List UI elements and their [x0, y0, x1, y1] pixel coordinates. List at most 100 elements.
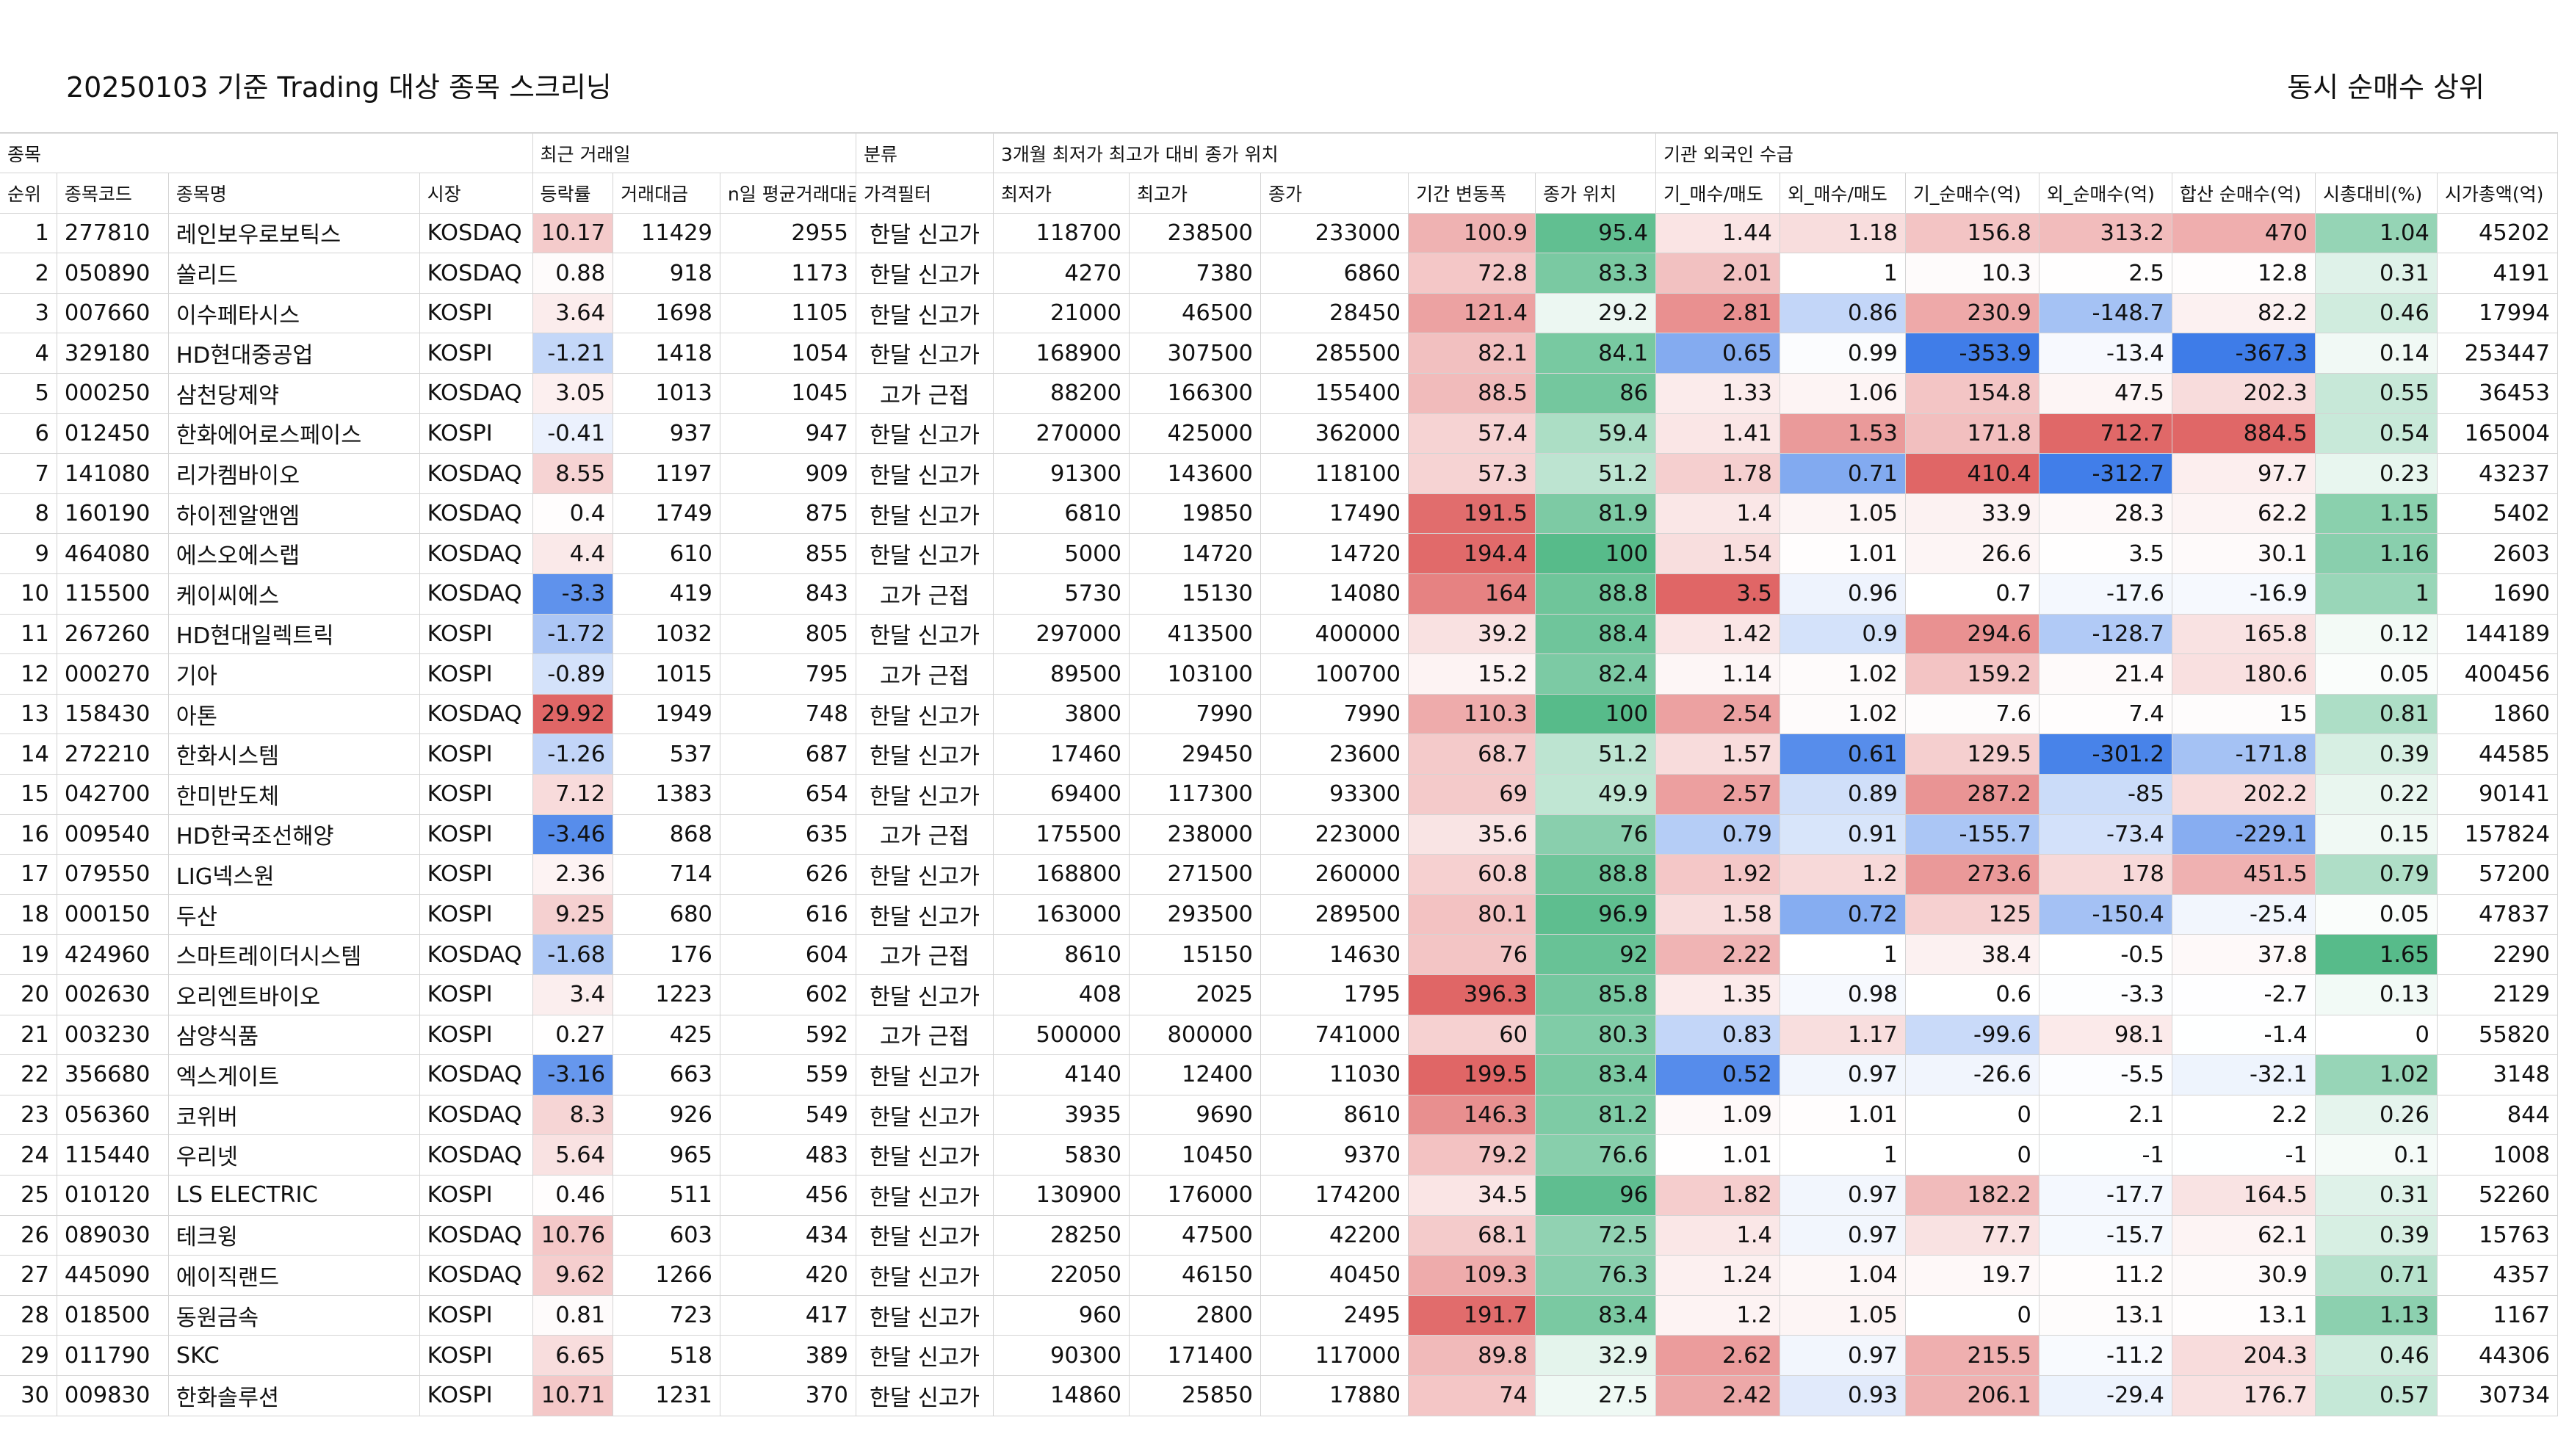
cell-market-cap: 2290	[2437, 934, 2558, 975]
cell-avg-trade-value: 604	[720, 934, 856, 975]
cell-high-price: 117300	[1129, 774, 1261, 815]
cell-change-rate: 5.64	[532, 1134, 614, 1176]
cell-foreign-net-buy: 13.1	[2039, 1295, 2172, 1336]
cell-rank: 24	[0, 1134, 57, 1176]
cell-total-net-buy: -171.8	[2172, 734, 2316, 775]
cell-low-price: 408	[993, 974, 1130, 1015]
cell-inst-net-buy: -99.6	[1905, 1015, 2039, 1056]
cell-foreign-buy-sell-ratio: 1.02	[1780, 694, 1906, 735]
cell-name: 에스오에스랩	[168, 533, 420, 575]
cell-change-rate: -3.46	[532, 814, 614, 855]
cell-market-cap-ratio: 0.79	[2315, 854, 2438, 895]
cell-name: HD한국조선해양	[168, 814, 420, 855]
cell-high-price: 307500	[1129, 333, 1261, 374]
cell-avg-trade-value: 909	[720, 453, 856, 494]
cell-range-width: 34.5	[1408, 1175, 1536, 1216]
cell-market-cap-ratio: 0.1	[2315, 1134, 2438, 1176]
cell-name: 오리엔트바이오	[168, 974, 420, 1015]
cell-market-cap: 17994	[2437, 293, 2558, 334]
cell-market: KOSDAQ	[419, 533, 533, 575]
table-row: 7 141080 리가켐바이오 KOSDAQ 8.55 1197 909 한달 신고가 9130…	[0, 453, 2558, 494]
cell-inst-net-buy: 125	[1905, 894, 2039, 935]
cell-inst-buy-sell-ratio: 1.57	[1655, 734, 1780, 775]
cell-avg-trade-value: 483	[720, 1134, 856, 1176]
cell-price-filter: 고가 근접	[856, 573, 994, 615]
cell-rank: 22	[0, 1054, 57, 1095]
cell-market: KOSPI	[419, 854, 533, 895]
cell-foreign-buy-sell-ratio: 1.01	[1780, 533, 1906, 575]
cell-trade-value: 419	[613, 573, 720, 615]
table-row: 23 056360 코위버 KOSDAQ 8.3 926 549 한달 신고가 3935 9690…	[0, 1095, 2558, 1136]
cell-inst-net-buy: -353.9	[1905, 333, 2039, 374]
cell-trade-value: 1032	[613, 614, 720, 655]
table-row: 21 003230 삼양식품 KOSPI 0.27 425 592 고가 근접 500000 80…	[0, 1015, 2558, 1056]
cell-market: KOSDAQ	[419, 694, 533, 735]
cell-price-filter: 한달 신고가	[856, 1335, 994, 1376]
cell-code: 089030	[57, 1215, 169, 1256]
cell-price-filter: 한달 신고가	[856, 1175, 994, 1216]
cell-close-price: 8610	[1260, 1095, 1409, 1136]
cell-total-net-buy: -229.1	[2172, 814, 2316, 855]
cell-trade-value: 714	[613, 854, 720, 895]
cell-foreign-net-buy: -11.2	[2039, 1335, 2172, 1376]
cell-inst-net-buy: -155.7	[1905, 814, 2039, 855]
cell-avg-trade-value: 616	[720, 894, 856, 935]
cell-code: 009540	[57, 814, 169, 855]
cell-market-cap: 4191	[2437, 253, 2558, 294]
cell-price-filter: 한달 신고가	[856, 1215, 994, 1256]
cell-price-filter: 한달 신고가	[856, 974, 994, 1015]
cell-rank: 21	[0, 1015, 57, 1056]
cell-rank: 4	[0, 333, 57, 374]
cell-rank: 12	[0, 653, 57, 695]
cell-foreign-net-buy: -150.4	[2039, 894, 2172, 935]
cell-foreign-net-buy: -29.4	[2039, 1375, 2172, 1416]
table-row: 24 115440 우리넷 KOSDAQ 5.64 965 483 한달 신고가 5830 104…	[0, 1134, 2558, 1176]
cell-low-price: 3935	[993, 1095, 1130, 1136]
cell-inst-net-buy: 0.6	[1905, 974, 2039, 1015]
cell-foreign-net-buy: -17.6	[2039, 573, 2172, 615]
cell-market: KOSDAQ	[419, 1095, 533, 1136]
cell-high-price: 238000	[1129, 814, 1261, 855]
cell-avg-trade-value: 417	[720, 1295, 856, 1336]
cell-close-price: 223000	[1260, 814, 1409, 855]
cell-total-net-buy: 30.1	[2172, 533, 2316, 575]
cell-total-net-buy: 97.7	[2172, 453, 2316, 494]
cell-foreign-buy-sell-ratio: 0.71	[1780, 453, 1906, 494]
cell-trade-value: 1197	[613, 453, 720, 494]
cell-range-width: 191.7	[1408, 1295, 1536, 1336]
cell-inst-net-buy: -26.6	[1905, 1054, 2039, 1095]
cell-avg-trade-value: 370	[720, 1375, 856, 1416]
cell-foreign-buy-sell-ratio: 1.53	[1780, 413, 1906, 454]
cell-rank: 20	[0, 974, 57, 1015]
cell-name: 우리넷	[168, 1134, 420, 1176]
cell-low-price: 4140	[993, 1054, 1130, 1095]
cell-market: KOSPI	[419, 653, 533, 695]
cell-inst-buy-sell-ratio: 1.41	[1655, 413, 1780, 454]
screening-table: 종목 최근 거래일 분류 3개월 최저가 최고가 대비 종가 위치 기관 외국인 수급 순…	[0, 132, 2558, 1416]
cell-code: 010120	[57, 1175, 169, 1216]
cell-code: 000150	[57, 894, 169, 935]
cell-rank: 26	[0, 1215, 57, 1256]
column-header-market-cap-ratio: 시총대비(%)	[2315, 173, 2438, 214]
cell-market: KOSPI	[419, 333, 533, 374]
cell-inst-buy-sell-ratio: 1.01	[1655, 1134, 1780, 1176]
cell-name: 이수페타시스	[168, 293, 420, 334]
cell-inst-buy-sell-ratio: 3.5	[1655, 573, 1780, 615]
column-header-market-cap: 시가총액(억)	[2437, 173, 2558, 214]
cell-total-net-buy: -2.7	[2172, 974, 2316, 1015]
cell-name: 아톤	[168, 694, 420, 735]
column-header-trade-value: 거래대금	[613, 173, 720, 214]
cell-inst-buy-sell-ratio: 0.79	[1655, 814, 1780, 855]
cell-low-price: 6810	[993, 493, 1130, 535]
cell-close-price: 42200	[1260, 1215, 1409, 1256]
column-header-inst-buy-sell-ratio: 기_매수/매도	[1655, 173, 1780, 214]
cell-foreign-net-buy: 178	[2039, 854, 2172, 895]
cell-range-width: 72.8	[1408, 253, 1536, 294]
cell-price-filter: 한달 신고가	[856, 894, 994, 935]
cell-high-price: 46150	[1129, 1255, 1261, 1296]
cell-market-cap: 57200	[2437, 854, 2558, 895]
cell-avg-trade-value: 805	[720, 614, 856, 655]
cell-trade-value: 680	[613, 894, 720, 935]
cell-high-price: 29450	[1129, 734, 1261, 775]
cell-code: 018500	[57, 1295, 169, 1336]
